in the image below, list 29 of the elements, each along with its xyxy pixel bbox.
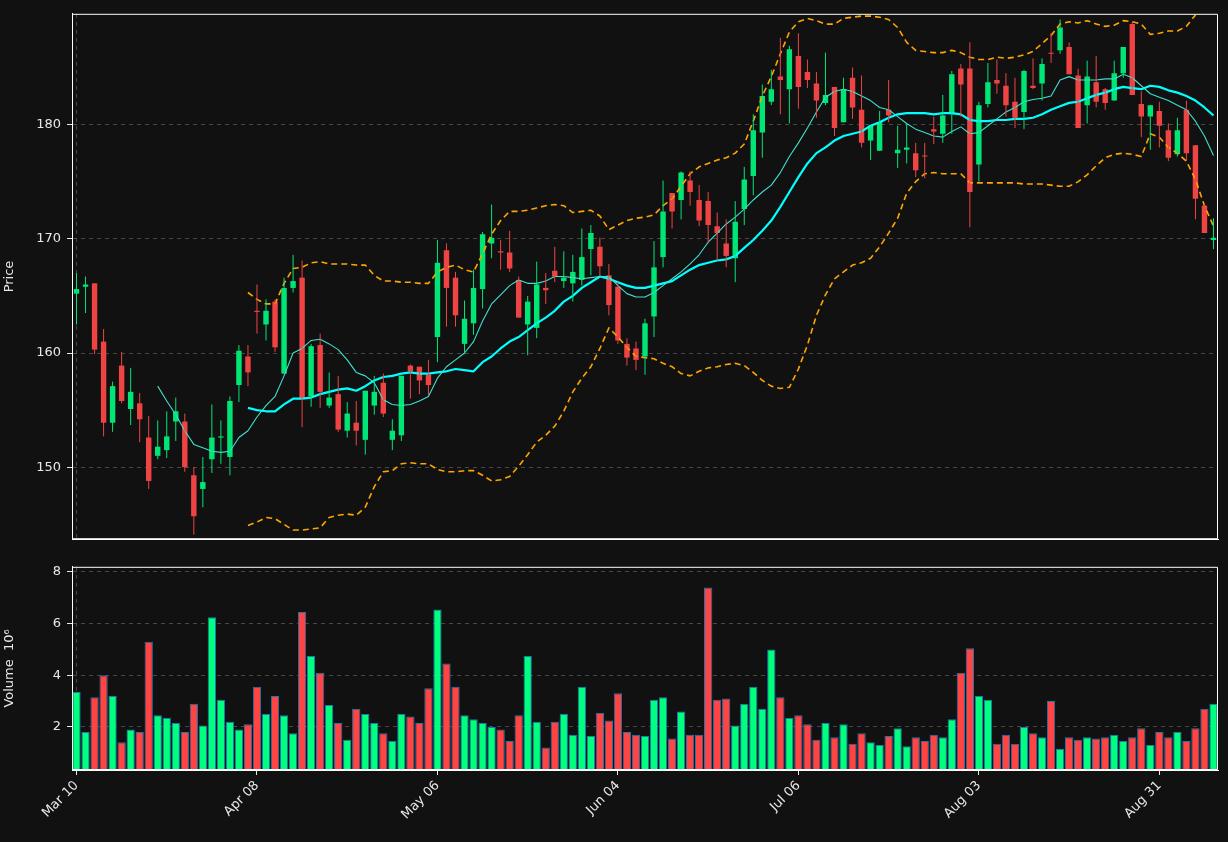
x-tick-label: Mar 10 — [38, 777, 82, 820]
candlestick — [705, 191, 711, 244]
y-tick-label: 150 — [36, 458, 61, 474]
y-tick-label: 8 — [52, 563, 61, 579]
candlestick — [497, 239, 504, 271]
candlestick — [335, 375, 341, 433]
x-tick-label: Apr 08 — [220, 777, 262, 819]
x-tick-label: Jun 04 — [582, 777, 623, 818]
candlestick — [326, 371, 332, 409]
line-series — [247, 14, 1197, 305]
candlestick — [958, 63, 964, 118]
x-tick-label: Aug 03 — [940, 777, 984, 821]
candlestick — [317, 333, 323, 409]
candlestick — [200, 456, 206, 508]
y-tick-label: 170 — [36, 230, 61, 246]
y-axis-title: Price — [1, 260, 17, 293]
y-tick-label: 2 — [52, 718, 61, 734]
candlestick — [191, 466, 197, 536]
candlestick — [218, 419, 224, 465]
y-tick-label: 160 — [36, 344, 61, 360]
candlestick — [922, 142, 928, 179]
candlestick — [82, 276, 89, 314]
candlestick — [903, 122, 910, 164]
y-axis-title: Volume 10⁶ — [1, 629, 17, 708]
y-tick-label: 4 — [52, 666, 61, 682]
y-tick-label: 180 — [36, 115, 61, 131]
y-tick-label: 6 — [52, 614, 61, 630]
line-series — [247, 132, 1215, 531]
x-tick-label: Jul 06 — [765, 777, 803, 815]
